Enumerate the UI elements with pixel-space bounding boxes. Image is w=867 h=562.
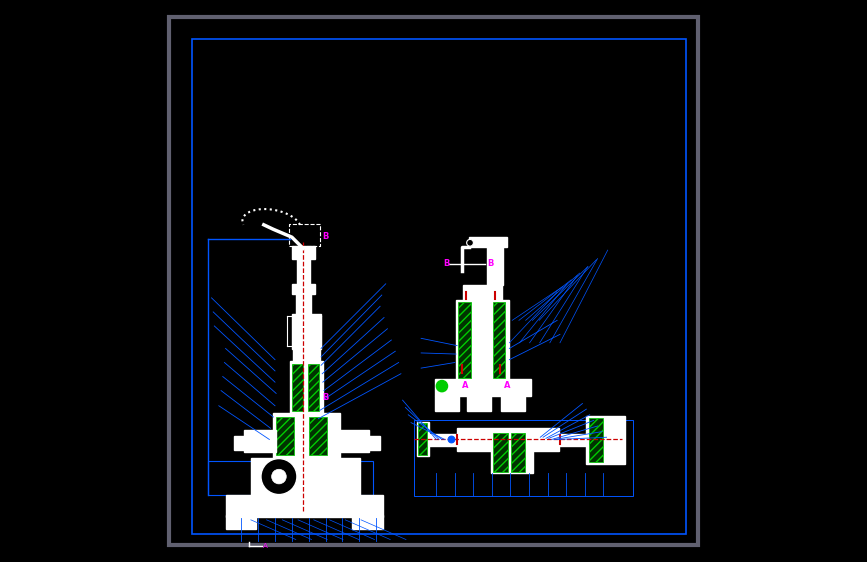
Bar	[297, 259, 310, 284]
Text: B: B	[444, 259, 450, 268]
Bar	[467, 396, 491, 411]
Bar	[418, 423, 427, 455]
Bar	[492, 433, 508, 472]
Circle shape	[271, 469, 286, 484]
Bar	[292, 364, 303, 411]
Bar	[297, 294, 311, 314]
Bar	[308, 364, 319, 411]
Text: A: A	[504, 382, 511, 391]
Bar	[435, 379, 531, 396]
Bar	[491, 431, 533, 473]
Bar	[244, 430, 277, 452]
Bar	[368, 436, 380, 450]
Bar	[292, 246, 316, 259]
Circle shape	[466, 239, 473, 246]
Bar	[487, 244, 503, 285]
Text: B: B	[487, 259, 493, 268]
Bar	[225, 515, 257, 529]
Bar	[225, 495, 383, 517]
Bar	[492, 302, 505, 378]
Circle shape	[261, 459, 297, 495]
Bar	[234, 436, 246, 450]
Bar	[290, 361, 323, 413]
Text: A: A	[461, 382, 468, 391]
Bar	[456, 300, 510, 379]
Bar	[469, 237, 507, 247]
Bar	[309, 417, 327, 455]
Bar	[463, 285, 501, 300]
Bar	[251, 458, 361, 495]
Circle shape	[448, 436, 455, 443]
Text: B: B	[323, 393, 329, 402]
Bar	[425, 434, 459, 446]
Bar	[435, 396, 459, 411]
Bar	[273, 413, 340, 458]
Bar	[414, 420, 633, 496]
Bar	[558, 434, 590, 446]
Bar	[417, 422, 429, 456]
Bar	[586, 416, 624, 464]
Bar	[458, 302, 471, 378]
Bar	[511, 433, 525, 472]
Circle shape	[436, 380, 447, 392]
Bar	[337, 430, 369, 452]
Bar	[293, 349, 320, 361]
Bar	[501, 396, 525, 411]
Bar	[207, 461, 374, 495]
Text: A: A	[264, 543, 268, 549]
Bar	[589, 418, 603, 462]
Bar	[352, 515, 383, 529]
Text: B: B	[323, 232, 329, 241]
Bar	[292, 284, 316, 294]
Bar	[277, 417, 294, 455]
Bar	[292, 314, 321, 349]
Bar	[457, 428, 559, 451]
Bar	[192, 39, 687, 534]
